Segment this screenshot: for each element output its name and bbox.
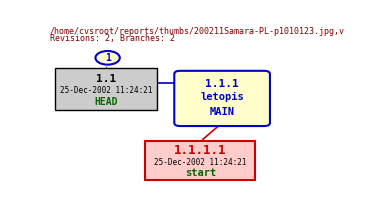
Circle shape: [95, 51, 120, 65]
Text: letopis: letopis: [200, 92, 244, 103]
Text: 1.1.1: 1.1.1: [205, 79, 239, 89]
Text: Revisions: 2, Branches: 2: Revisions: 2, Branches: 2: [50, 34, 175, 43]
Text: 1.1: 1.1: [96, 74, 116, 84]
Text: 1: 1: [105, 53, 111, 63]
FancyBboxPatch shape: [174, 71, 270, 126]
Text: start: start: [185, 168, 216, 178]
FancyBboxPatch shape: [55, 68, 157, 110]
Text: 25-Dec-2002 11:24:21: 25-Dec-2002 11:24:21: [154, 158, 246, 167]
FancyBboxPatch shape: [145, 142, 255, 180]
Text: 25-Dec-2002 11:24:21: 25-Dec-2002 11:24:21: [60, 86, 153, 95]
Text: /home/cvsroot/reports/thumbs/200211Samara-PL-p1010123.jpg,v: /home/cvsroot/reports/thumbs/200211Samar…: [50, 27, 345, 36]
Text: MAIN: MAIN: [209, 107, 234, 117]
Text: 1.1.1.1: 1.1.1.1: [174, 144, 227, 157]
Text: HEAD: HEAD: [94, 97, 118, 107]
